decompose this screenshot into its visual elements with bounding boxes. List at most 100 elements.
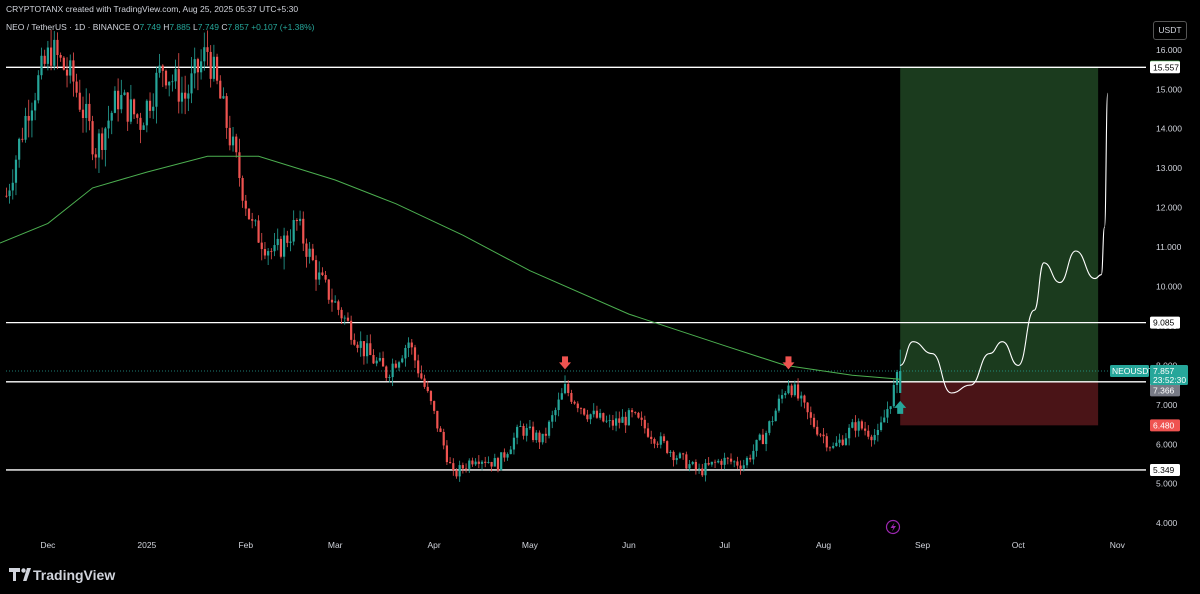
candle-body bbox=[145, 100, 148, 126]
candle bbox=[848, 424, 851, 446]
candle bbox=[260, 232, 263, 261]
candle bbox=[755, 439, 758, 457]
candle bbox=[854, 415, 857, 438]
candle-body bbox=[56, 39, 59, 56]
candle-body bbox=[579, 408, 583, 409]
candle bbox=[870, 434, 873, 447]
candle-body bbox=[522, 425, 525, 436]
candle-body bbox=[292, 220, 295, 242]
candle-body bbox=[461, 465, 464, 469]
candle bbox=[560, 388, 563, 400]
candle bbox=[30, 102, 34, 138]
target-zone bbox=[900, 66, 1099, 382]
candle-body bbox=[892, 384, 895, 407]
candle-body bbox=[583, 408, 586, 415]
candle bbox=[356, 341, 359, 353]
candle bbox=[503, 448, 506, 462]
candle bbox=[158, 53, 161, 78]
candle-body bbox=[27, 115, 30, 121]
candle-body bbox=[688, 464, 691, 469]
currency-badge[interactable]: USDT bbox=[1153, 21, 1187, 40]
candle bbox=[627, 408, 630, 426]
candle bbox=[602, 412, 605, 423]
candle bbox=[375, 357, 378, 367]
candle-body bbox=[94, 154, 97, 158]
candle bbox=[841, 435, 844, 446]
candle bbox=[110, 110, 113, 135]
x-tick-label: May bbox=[522, 540, 539, 550]
candle bbox=[225, 93, 228, 139]
moving-average bbox=[0, 155, 901, 380]
candle bbox=[879, 416, 883, 432]
candle-body bbox=[327, 279, 330, 300]
candle bbox=[91, 115, 94, 161]
candle-body bbox=[69, 60, 72, 76]
candle bbox=[787, 379, 790, 395]
candle-body bbox=[81, 109, 85, 118]
candle-body bbox=[672, 451, 675, 461]
candle bbox=[458, 460, 461, 482]
candle bbox=[24, 107, 27, 143]
candle bbox=[595, 405, 599, 419]
candle-body bbox=[97, 133, 101, 158]
candle bbox=[570, 389, 573, 404]
symbol-legend[interactable]: NEO / TetherUS · 1D · BINANCE O7.749 H7.… bbox=[6, 22, 315, 32]
candle-body bbox=[423, 378, 426, 387]
candle bbox=[886, 401, 889, 423]
candle-body bbox=[257, 220, 260, 243]
candle bbox=[241, 175, 244, 208]
candle-body bbox=[120, 94, 123, 110]
candle-body bbox=[442, 431, 445, 446]
candle-body bbox=[538, 432, 541, 443]
price-tag: 6.480 bbox=[1150, 419, 1180, 432]
candle-body bbox=[21, 138, 24, 140]
candle-body bbox=[53, 39, 56, 66]
candle bbox=[14, 155, 18, 196]
tradingview-logo[interactable]: TradingView bbox=[9, 567, 115, 583]
candle-body bbox=[487, 461, 490, 463]
candle bbox=[863, 421, 867, 436]
candle-body bbox=[235, 136, 238, 153]
candle-body bbox=[334, 301, 337, 303]
price-tag-bg bbox=[1150, 61, 1180, 74]
candle bbox=[222, 87, 225, 100]
candle bbox=[88, 93, 91, 131]
candle bbox=[343, 315, 346, 325]
candle bbox=[694, 459, 697, 475]
candle-body bbox=[126, 92, 129, 122]
candle bbox=[321, 267, 324, 277]
candle-body bbox=[311, 248, 314, 261]
candle-body bbox=[841, 439, 844, 445]
candle-body bbox=[330, 299, 334, 303]
candle-body bbox=[263, 249, 267, 256]
candle bbox=[417, 354, 420, 378]
candle-body bbox=[75, 81, 78, 93]
candle bbox=[554, 407, 557, 422]
candle-body bbox=[305, 243, 308, 257]
candle bbox=[238, 138, 241, 187]
candle bbox=[637, 411, 640, 419]
candle bbox=[184, 75, 187, 115]
candle bbox=[742, 459, 745, 472]
candle bbox=[688, 459, 691, 472]
candle-body bbox=[433, 401, 436, 411]
candle bbox=[270, 248, 273, 260]
candle bbox=[276, 228, 279, 251]
candle-body bbox=[634, 412, 637, 413]
candle bbox=[461, 462, 464, 474]
candle bbox=[442, 428, 445, 450]
candle-body bbox=[586, 414, 589, 420]
lightning-icon[interactable] bbox=[885, 519, 901, 535]
candle-body bbox=[547, 421, 551, 436]
candle bbox=[362, 341, 366, 365]
up-arrow-icon bbox=[894, 400, 907, 414]
candle bbox=[104, 126, 107, 167]
symbol-name[interactable]: NEO / TetherUS · 1D · BINANCE bbox=[6, 22, 131, 32]
candle bbox=[796, 378, 800, 401]
candle bbox=[324, 270, 327, 283]
candle-body bbox=[870, 436, 873, 441]
candle-body bbox=[404, 347, 407, 359]
candle bbox=[72, 52, 75, 97]
candle bbox=[624, 411, 627, 433]
